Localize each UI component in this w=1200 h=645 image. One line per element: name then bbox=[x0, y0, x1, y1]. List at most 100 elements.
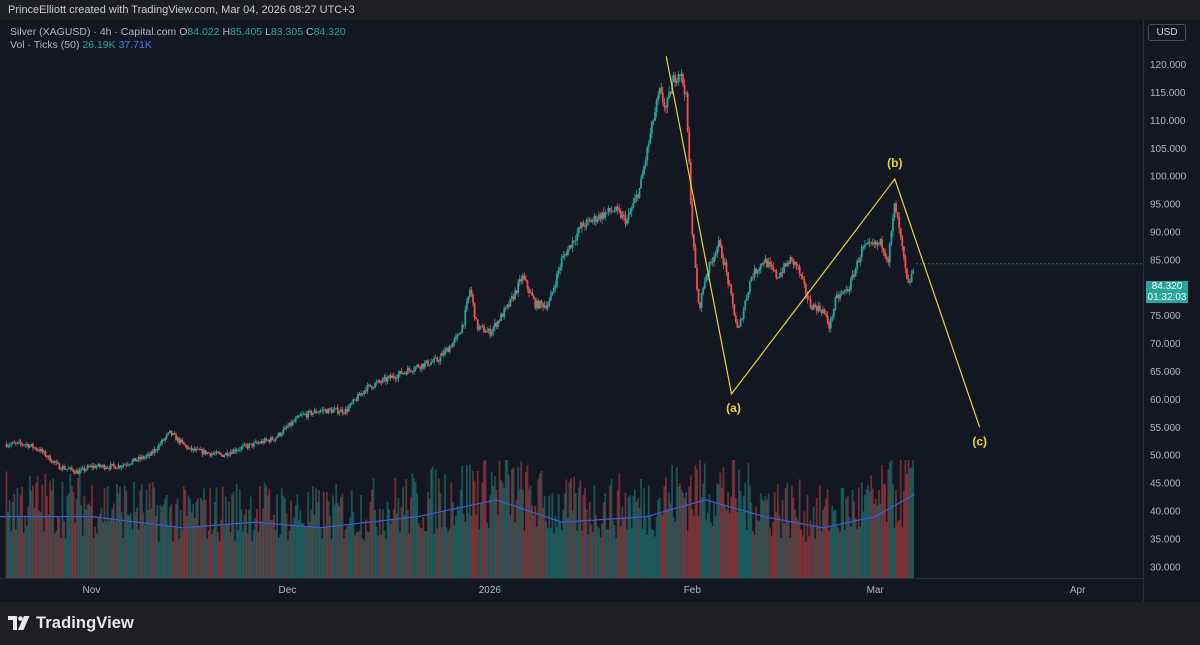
candle-body bbox=[479, 325, 482, 327]
candle-body bbox=[150, 451, 153, 456]
time-axis-label: Dec bbox=[278, 585, 296, 596]
candle-body bbox=[167, 432, 170, 435]
volume-bar bbox=[808, 536, 810, 578]
volume-bar bbox=[545, 520, 548, 578]
volume-bar bbox=[161, 507, 163, 578]
volume-bar bbox=[265, 485, 268, 578]
volume-bar bbox=[598, 527, 600, 578]
volume-bar bbox=[688, 486, 691, 578]
volume-bar bbox=[431, 466, 434, 578]
volume-bar bbox=[801, 535, 804, 578]
candle-body bbox=[301, 414, 303, 416]
candle-body bbox=[702, 288, 705, 294]
volume-bar bbox=[904, 460, 907, 578]
volume-bar bbox=[383, 530, 386, 578]
volume-bar bbox=[206, 538, 209, 578]
tradingview-logo[interactable]: TradingView bbox=[8, 612, 134, 634]
volume-bar bbox=[627, 496, 630, 578]
candle-body bbox=[764, 258, 767, 264]
candle-body bbox=[504, 307, 507, 309]
candle-body bbox=[515, 290, 518, 293]
volume-bar bbox=[21, 486, 23, 578]
volume-bar bbox=[689, 475, 692, 578]
candle-body bbox=[375, 382, 378, 384]
candle-body bbox=[10, 443, 13, 446]
volume-bar bbox=[708, 494, 711, 578]
symbol-label[interactable]: Silver (XAGUSD) · 4h · Capital.com bbox=[10, 26, 177, 38]
volume-bar bbox=[280, 487, 283, 578]
candle-body bbox=[259, 442, 261, 444]
candle-body bbox=[114, 465, 117, 469]
volume-bar bbox=[136, 507, 139, 578]
candle-body bbox=[744, 300, 747, 310]
volume-bar bbox=[487, 528, 490, 578]
candle-body bbox=[691, 203, 694, 235]
candle-body bbox=[630, 208, 633, 212]
bar-countdown: 01:32:03 bbox=[1147, 292, 1187, 303]
volume-bar bbox=[137, 528, 140, 578]
candle-body bbox=[52, 460, 55, 463]
price-chart[interactable]: 125.000120.000115.000110.000105.000100.0… bbox=[0, 20, 1200, 602]
candle-body bbox=[887, 259, 890, 263]
volume-bar bbox=[114, 520, 117, 578]
candle-body bbox=[686, 93, 689, 132]
candle-body bbox=[147, 453, 149, 456]
candle-body bbox=[613, 210, 616, 212]
volume-indicator-label[interactable]: Vol · Ticks (50) bbox=[10, 39, 80, 51]
candle-body bbox=[789, 257, 792, 265]
volume-bar bbox=[403, 514, 406, 578]
currency-button[interactable]: USD bbox=[1148, 24, 1186, 41]
price-axis-label: 85.000 bbox=[1150, 255, 1181, 266]
volume-bar bbox=[75, 499, 78, 578]
volume-bar bbox=[702, 483, 705, 578]
candle-body bbox=[657, 95, 660, 102]
candle-body bbox=[727, 272, 729, 285]
volume-bar bbox=[864, 495, 866, 578]
candle-body bbox=[475, 317, 478, 320]
candle-body bbox=[251, 443, 254, 447]
volume-bar bbox=[240, 509, 243, 578]
candle-body bbox=[803, 279, 806, 284]
volume-bar bbox=[36, 476, 39, 578]
candle-body bbox=[758, 268, 761, 271]
volume-bar bbox=[682, 492, 684, 578]
volume-bar bbox=[776, 484, 779, 578]
volume-bar bbox=[61, 481, 64, 578]
volume-bar bbox=[175, 503, 177, 578]
candle-body bbox=[234, 449, 237, 452]
volume-bar bbox=[719, 472, 722, 578]
candle-body bbox=[573, 240, 576, 242]
candle-body bbox=[493, 322, 496, 328]
candle-body bbox=[285, 427, 288, 429]
volume-bar bbox=[189, 499, 191, 578]
volume-bar bbox=[525, 472, 527, 578]
candle-body bbox=[800, 273, 803, 277]
candle-body bbox=[271, 437, 274, 440]
candle-body bbox=[186, 445, 188, 449]
volume-bar bbox=[164, 499, 167, 578]
volume-bar bbox=[405, 479, 408, 578]
candle-body bbox=[413, 369, 415, 372]
volume-bar bbox=[22, 532, 25, 578]
volume-bar bbox=[736, 512, 739, 578]
last-price-tag: 84.320 01:32:03 bbox=[1146, 281, 1188, 303]
candle-body bbox=[192, 448, 195, 451]
volume-bar bbox=[329, 516, 331, 578]
volume-bar bbox=[820, 531, 823, 578]
candle-body bbox=[433, 358, 436, 362]
candle-body bbox=[277, 432, 280, 437]
volume-bar bbox=[738, 469, 740, 578]
volume-bar bbox=[388, 508, 390, 578]
candle-body bbox=[607, 208, 610, 213]
candle-body bbox=[58, 463, 61, 470]
candle-body bbox=[845, 289, 848, 291]
price-axis-label: 60.000 bbox=[1150, 395, 1181, 406]
volume-bar bbox=[596, 526, 599, 578]
candle-body bbox=[640, 178, 642, 189]
volume-bar bbox=[542, 507, 544, 578]
volume-bar bbox=[252, 529, 255, 578]
volume-bar bbox=[308, 521, 311, 578]
candle-body bbox=[223, 455, 226, 458]
volume-bar bbox=[568, 482, 571, 578]
candle-body bbox=[520, 279, 523, 281]
